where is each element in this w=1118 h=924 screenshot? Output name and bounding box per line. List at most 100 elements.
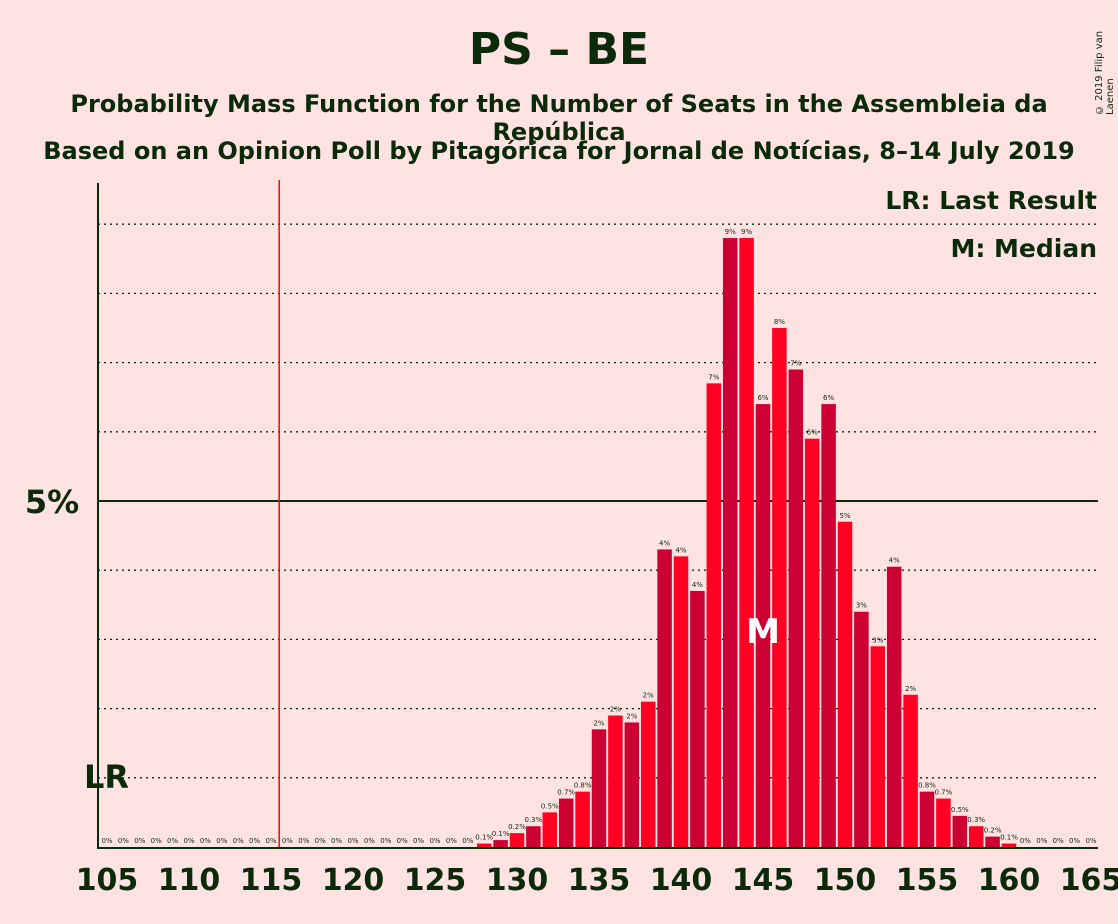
bar xyxy=(821,404,836,847)
bar-value-label: 0.2% xyxy=(508,823,526,831)
bar-value-label: 0% xyxy=(446,837,457,845)
bar xyxy=(968,826,984,847)
bar-value-label: 0% xyxy=(1069,837,1080,845)
bar-value-label: 0% xyxy=(249,837,260,845)
bar-value-label: 0% xyxy=(413,837,424,845)
bar-value-label: 0.3% xyxy=(967,816,985,824)
legend-median: M: Median xyxy=(950,234,1097,263)
bar-value-label: 4% xyxy=(889,557,900,565)
bar xyxy=(804,438,820,847)
bar xyxy=(509,833,525,847)
bar-value-label: 0.1% xyxy=(1000,834,1018,842)
x-tick-label: 150 xyxy=(814,863,877,898)
x-tick-label: 145 xyxy=(732,863,795,898)
x-tick-label: 135 xyxy=(568,863,631,898)
median-label: M xyxy=(746,612,780,652)
y-tick-label: 5% xyxy=(25,483,79,521)
bar xyxy=(886,566,902,847)
bar-value-label: 0% xyxy=(380,837,391,845)
bar-value-label: 0% xyxy=(315,837,326,845)
x-tick-label: 130 xyxy=(486,863,549,898)
bar xyxy=(854,611,869,847)
bar-value-label: 2% xyxy=(610,706,621,714)
bar-value-label: 0% xyxy=(397,837,408,845)
bar-value-label: 3% xyxy=(872,636,883,644)
bar-value-label: 0% xyxy=(233,837,244,845)
x-tick-label: 110 xyxy=(158,863,221,898)
bar xyxy=(903,694,918,847)
bar-value-label: 6% xyxy=(757,394,768,402)
chart-subtitle: Probability Mass Function for the Number… xyxy=(70,90,1048,146)
bar-value-label: 0.8% xyxy=(574,782,592,790)
bar xyxy=(952,815,968,847)
bar-value-label: 0.1% xyxy=(475,834,493,842)
x-tick-label: 105 xyxy=(76,863,139,898)
bar xyxy=(493,840,508,847)
bar-value-label: 0.8% xyxy=(918,782,936,790)
bar xyxy=(558,798,574,847)
bar xyxy=(788,369,804,847)
bar-value-label: 0% xyxy=(265,837,276,845)
bar xyxy=(624,722,640,847)
bar xyxy=(936,798,951,847)
bar xyxy=(837,521,853,847)
bar-value-label: 0% xyxy=(282,837,293,845)
bar-value-label: 0% xyxy=(118,837,129,845)
bar-value-label: 0% xyxy=(347,837,358,845)
bar-value-label: 0.2% xyxy=(984,827,1002,835)
bar xyxy=(739,238,754,848)
bar-value-label: 0.7% xyxy=(935,789,953,797)
x-tick-label: 140 xyxy=(650,863,713,898)
bar-value-label: 0% xyxy=(183,837,194,845)
x-tick-label: 160 xyxy=(978,863,1041,898)
bar xyxy=(591,729,607,847)
x-tick-label: 155 xyxy=(896,863,959,898)
bar-value-label: 5% xyxy=(839,512,850,520)
bar xyxy=(657,549,672,847)
x-tick-label: 115 xyxy=(240,863,303,898)
bar-value-label: 0.1% xyxy=(492,830,510,838)
bar xyxy=(706,383,722,847)
bar-value-label: 7% xyxy=(708,373,719,381)
bar-value-label: 8% xyxy=(774,318,785,326)
bar-value-label: 2% xyxy=(905,685,916,693)
bar-value-label: 0% xyxy=(134,837,145,845)
bar-value-label: 0.5% xyxy=(951,806,969,814)
bar-value-label: 0% xyxy=(298,837,309,845)
bar-value-label: 0% xyxy=(101,837,112,845)
bar xyxy=(985,836,1000,847)
bar xyxy=(919,791,935,847)
bar xyxy=(690,590,705,847)
bar-value-label: 2% xyxy=(643,692,654,700)
bar xyxy=(1001,843,1017,847)
bar-value-label: 0% xyxy=(151,837,162,845)
bar-value-label: 6% xyxy=(807,429,818,437)
bar-value-label: 4% xyxy=(675,546,686,554)
bar-value-label: 9% xyxy=(725,228,736,236)
bar-value-label: 0% xyxy=(1020,837,1031,845)
bar-value-label: 4% xyxy=(692,581,703,589)
bar-value-label: 3% xyxy=(856,602,867,610)
bar-value-label: 6% xyxy=(823,394,834,402)
chart-source: Based on an Opinion Poll by Pitagórica f… xyxy=(43,137,1075,165)
bar-value-label: 7% xyxy=(790,360,801,368)
x-tick-label: 165 xyxy=(1060,863,1118,898)
bar-value-label: 0% xyxy=(216,837,227,845)
bar-value-label: 0% xyxy=(331,837,342,845)
bar-value-label: 0% xyxy=(167,837,178,845)
x-tick-label: 125 xyxy=(404,863,467,898)
bar xyxy=(608,715,623,847)
bar-value-label: 2% xyxy=(593,719,604,727)
bar xyxy=(870,646,886,847)
bar-value-label: 0% xyxy=(429,837,440,845)
bar xyxy=(640,701,656,847)
bar-value-label: 0.5% xyxy=(541,802,559,810)
bar-value-label: 0% xyxy=(1036,837,1047,845)
x-tick-label: 120 xyxy=(322,863,385,898)
bar-value-label: 0.7% xyxy=(557,789,575,797)
bar-value-label: 4% xyxy=(659,539,670,547)
bar xyxy=(542,812,558,847)
bar xyxy=(476,843,492,847)
bar xyxy=(575,791,590,847)
